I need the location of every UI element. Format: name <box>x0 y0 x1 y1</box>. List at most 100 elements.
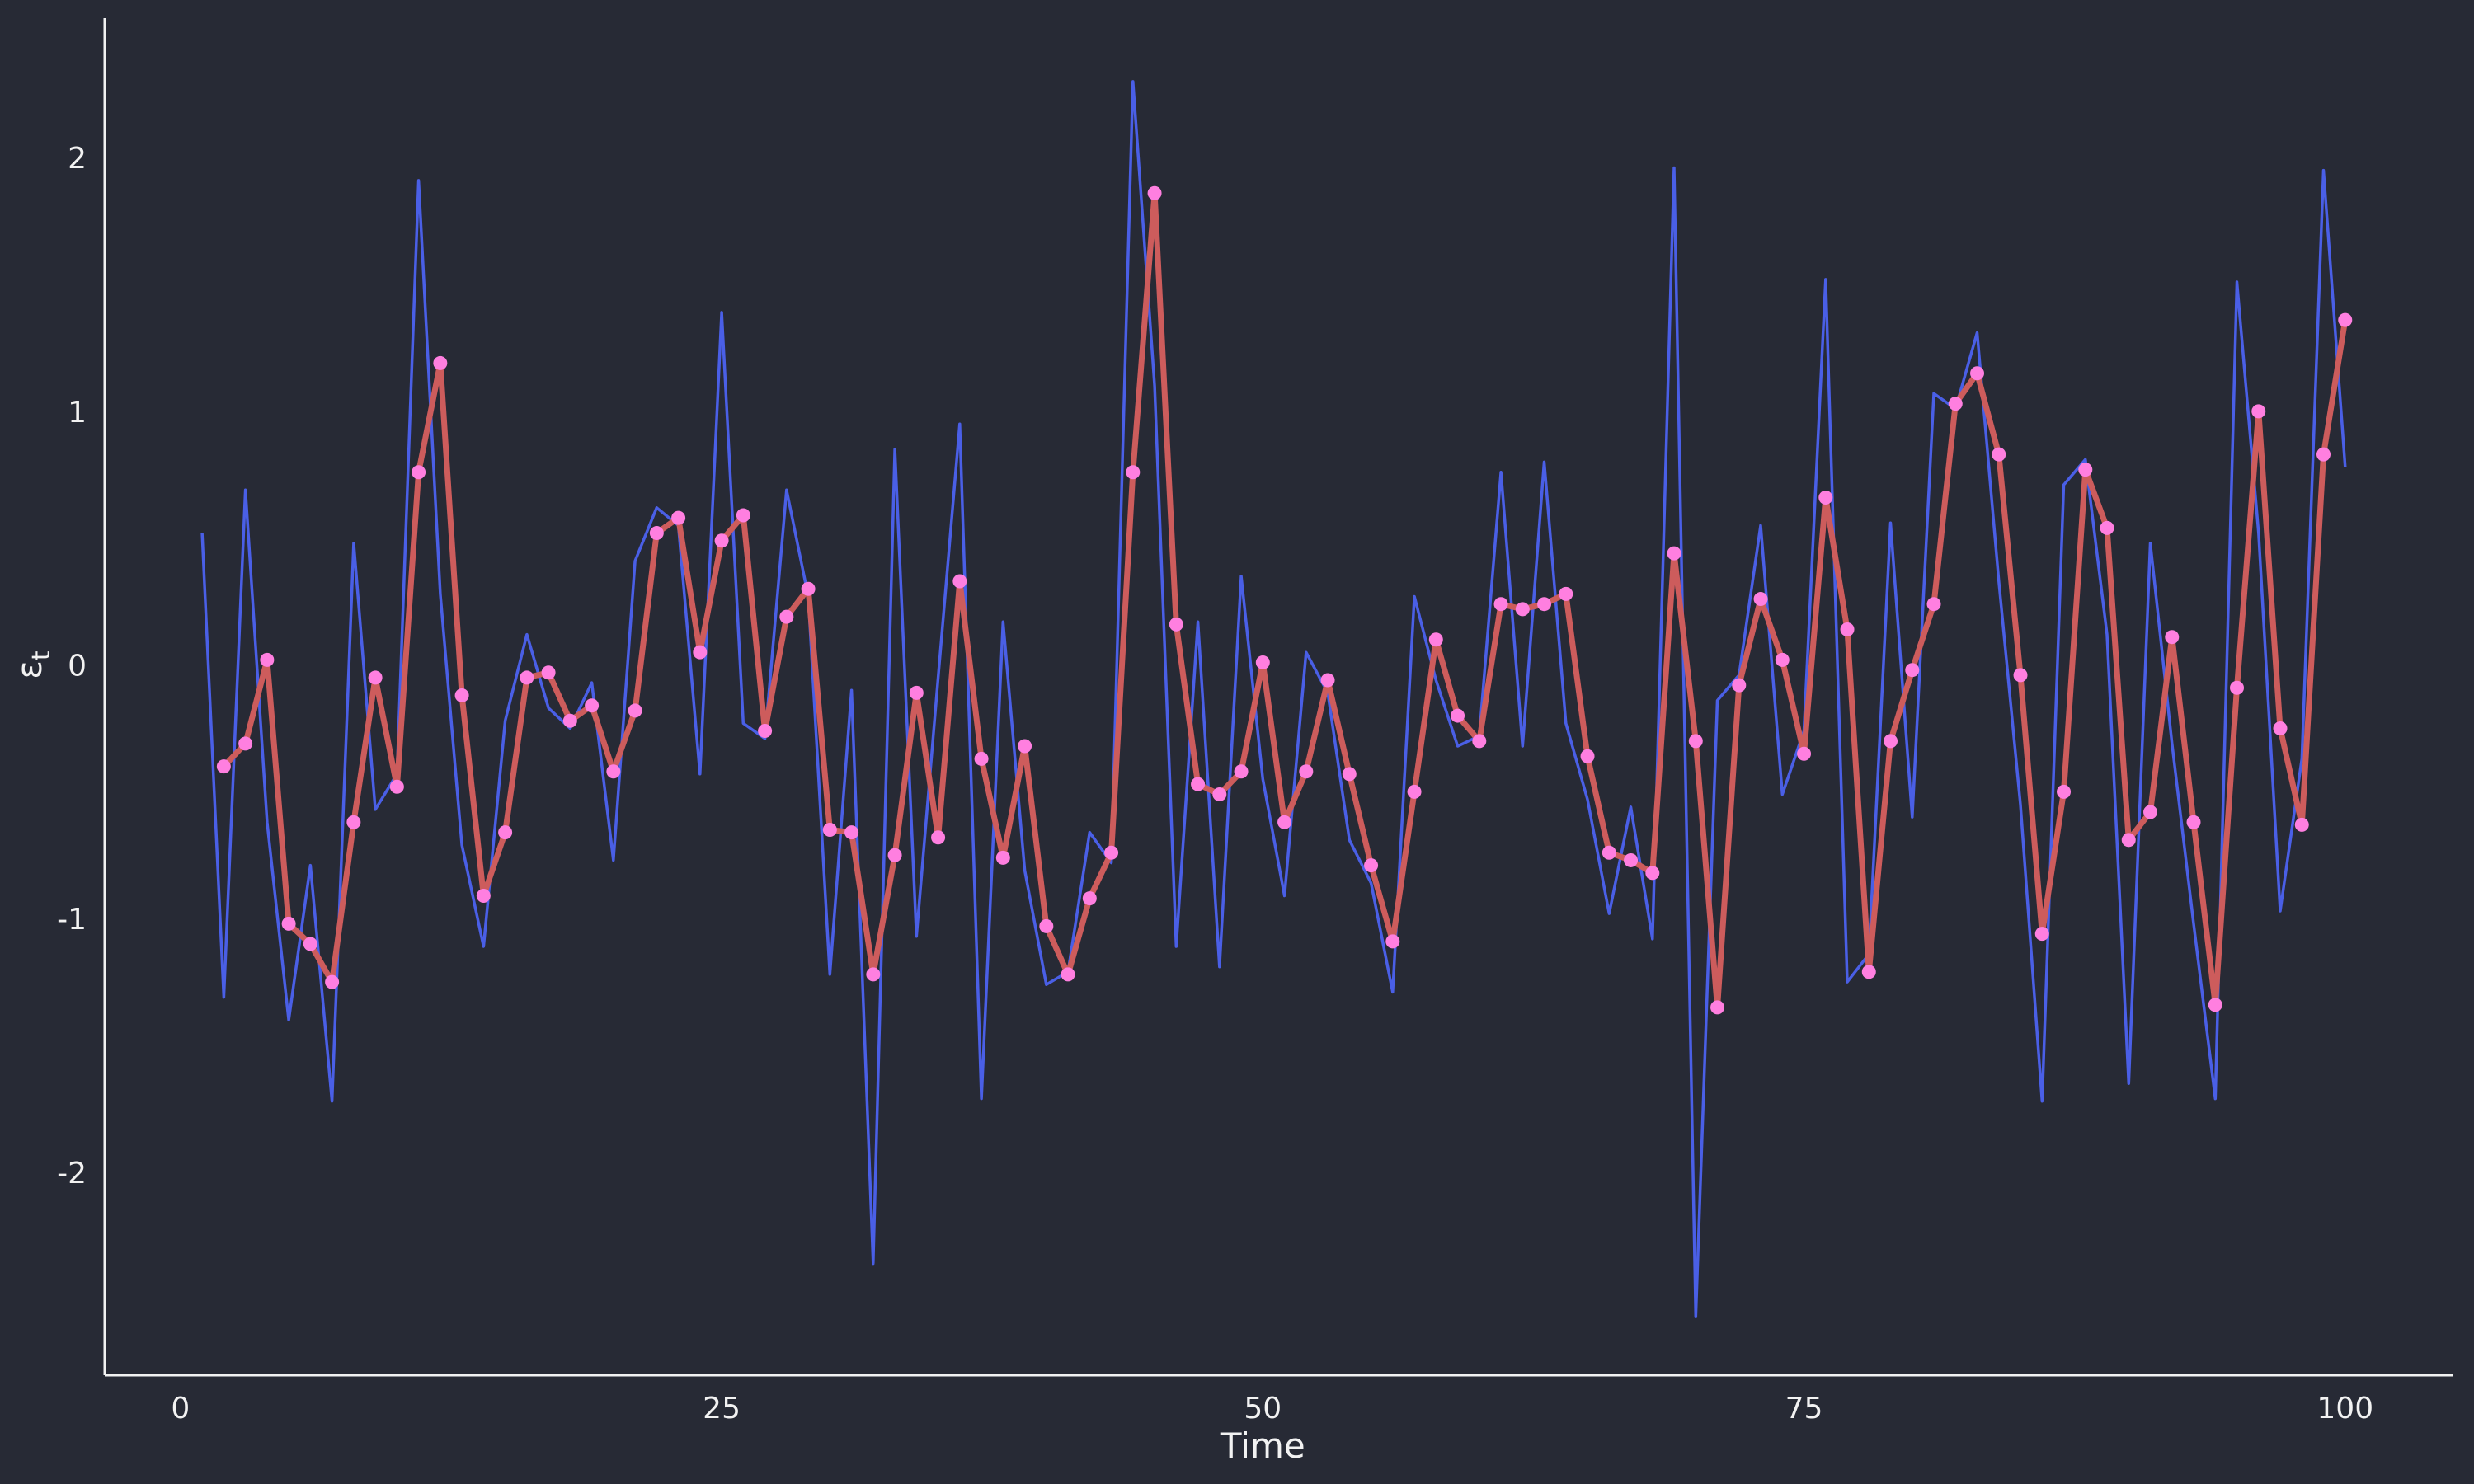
data-point-marker <box>736 508 750 523</box>
series-line-raw <box>200 80 2347 1318</box>
data-point-marker <box>2078 463 2093 477</box>
x-tick-label: 25 <box>703 1392 741 1425</box>
data-point-marker <box>1905 663 1920 678</box>
y-axis-title: εt <box>9 650 56 679</box>
data-point-marker <box>1018 739 1032 754</box>
data-point-marker <box>1407 784 1422 799</box>
y-tick-labels: -2 -1 0 1 2 <box>57 142 87 1190</box>
data-point-marker <box>412 465 426 480</box>
data-point-marker <box>974 751 989 766</box>
data-point-marker <box>1667 546 1681 561</box>
data-point-marker <box>1688 734 1703 749</box>
y-axis-symbol: ε <box>9 660 49 679</box>
data-point-marker <box>1385 934 1400 949</box>
data-point-marker <box>1840 622 1855 636</box>
data-point-marker <box>238 736 253 751</box>
data-point-marker <box>1970 366 1985 381</box>
data-point-marker <box>2034 927 2049 942</box>
data-point-marker <box>1515 602 1530 617</box>
data-point-marker <box>1710 1000 1725 1015</box>
data-point-marker <box>2186 815 2201 829</box>
data-point-marker <box>844 825 859 840</box>
data-point-marker <box>649 526 664 541</box>
data-point-marker <box>1580 749 1595 763</box>
data-point-marker <box>1061 967 1075 982</box>
y-tick-label: 2 <box>68 142 87 176</box>
data-point-marker <box>1147 186 1162 200</box>
data-point-marker <box>216 759 231 774</box>
data-point-marker <box>1948 397 1963 411</box>
data-point-marker <box>476 889 491 904</box>
data-point-marker <box>1212 787 1227 801</box>
data-point-marker <box>2013 668 2028 683</box>
data-point-marker <box>1039 918 1054 933</box>
data-point-marker <box>346 815 361 829</box>
data-point-marker <box>1559 586 1573 601</box>
data-point-marker <box>1645 866 1660 881</box>
data-point-marker <box>1926 597 1941 612</box>
x-tick-label: 0 <box>171 1392 190 1425</box>
data-point-marker <box>433 355 448 370</box>
y-axis-subscript: t <box>27 650 56 660</box>
series-layer <box>200 80 2353 1318</box>
data-point-marker <box>1861 965 1876 979</box>
data-point-marker <box>585 698 600 713</box>
data-point-marker <box>628 703 642 718</box>
data-point-marker <box>498 825 513 840</box>
data-point-marker <box>2273 721 2288 735</box>
data-point-marker <box>260 652 275 667</box>
data-point-marker <box>541 665 556 680</box>
x-tick-labels: 0 25 50 75 100 <box>171 1392 2373 1425</box>
data-point-marker <box>1992 447 2006 462</box>
data-point-marker <box>1169 617 1183 632</box>
data-point-marker <box>1126 465 1141 480</box>
data-point-marker <box>1818 490 1833 505</box>
data-point-marker <box>2251 404 2266 419</box>
data-point-marker <box>931 830 946 845</box>
data-point-marker <box>303 937 317 951</box>
data-point-marker <box>952 574 967 589</box>
data-point-marker <box>822 823 837 838</box>
data-point-marker <box>606 764 621 779</box>
data-point-marker <box>1255 655 1270 669</box>
data-point-marker <box>2057 784 2072 799</box>
data-point-marker <box>2294 817 2309 832</box>
data-point-marker <box>1775 652 1790 667</box>
y-tick-label: -2 <box>57 1157 87 1190</box>
data-point-marker <box>2230 680 2245 695</box>
data-point-marker <box>1277 815 1292 829</box>
data-point-marker <box>1342 767 1357 782</box>
y-tick-label: 0 <box>68 650 87 683</box>
data-point-marker <box>1191 777 1206 791</box>
data-point-marker <box>1732 678 1747 693</box>
data-point-marker <box>1624 852 1639 867</box>
x-tick-label: 100 <box>2316 1392 2373 1425</box>
data-point-marker <box>2208 998 2222 1012</box>
data-point-marker <box>866 967 881 982</box>
data-point-marker <box>389 779 404 794</box>
x-tick-label: 75 <box>1785 1392 1823 1425</box>
x-tick-label: 50 <box>1244 1392 1282 1425</box>
data-point-marker <box>801 581 816 596</box>
data-point-marker <box>1753 592 1768 607</box>
data-point-marker <box>1299 764 1314 779</box>
data-point-marker <box>909 685 924 700</box>
data-point-marker <box>714 533 729 548</box>
data-point-marker <box>2338 312 2353 327</box>
data-point-marker <box>2121 833 2136 848</box>
data-point-marker <box>1428 632 1443 647</box>
data-point-marker <box>887 848 902 862</box>
data-point-marker <box>995 850 1010 865</box>
data-point-marker <box>281 916 296 931</box>
data-point-marker <box>1082 891 1097 906</box>
data-point-marker <box>368 670 383 685</box>
data-point-marker <box>2143 805 2158 819</box>
data-point-marker <box>454 688 469 702</box>
data-point-marker <box>671 510 686 525</box>
data-point-marker <box>325 974 340 989</box>
data-point-marker <box>1602 845 1616 860</box>
data-point-marker <box>2316 447 2331 462</box>
y-tick-label: -1 <box>57 903 87 937</box>
